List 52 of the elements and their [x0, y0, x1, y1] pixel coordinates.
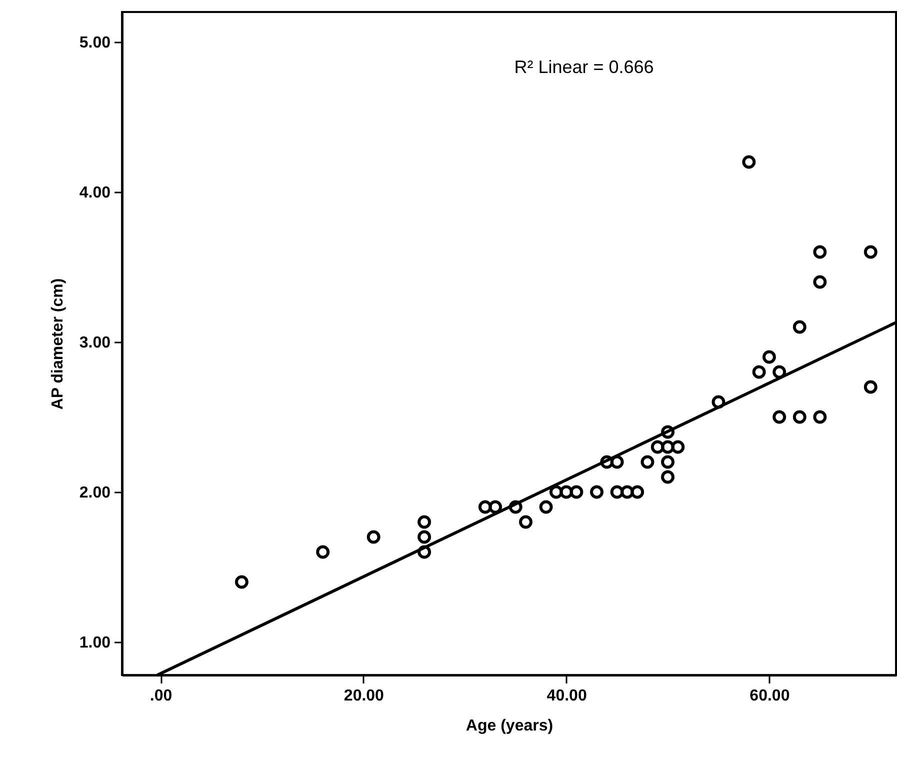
point: [813, 245, 827, 259]
point: [418, 515, 432, 529]
point: [742, 155, 756, 169]
point: [772, 410, 786, 424]
point: [488, 500, 502, 514]
x-tick-label: 40.00: [546, 688, 587, 704]
point: [661, 455, 674, 469]
point: [752, 365, 766, 379]
y-tick-label: 1.00: [79, 634, 111, 652]
point: [640, 455, 654, 469]
y-tick-label: 2.00: [79, 484, 111, 502]
x-axis-title: Age (years): [466, 718, 554, 734]
point: [508, 500, 522, 514]
point: [864, 380, 878, 394]
point: [792, 410, 806, 424]
point: [610, 485, 624, 499]
point: [570, 485, 584, 499]
point: [772, 365, 786, 379]
annotation: R² Linear = 0.666: [514, 57, 654, 77]
point: [661, 470, 674, 484]
point: [813, 275, 827, 289]
point: [234, 575, 248, 589]
point: [366, 530, 380, 544]
y-tick-label: 3.00: [79, 334, 111, 352]
point: [418, 545, 432, 559]
point: [792, 320, 806, 334]
point: [418, 530, 432, 544]
point: [864, 245, 878, 259]
point: [712, 395, 726, 409]
x-tick-label: 20.00: [344, 688, 384, 704]
point: [620, 485, 634, 499]
point: [600, 455, 614, 469]
point: [661, 440, 674, 454]
point: [316, 545, 330, 559]
point: [762, 350, 776, 364]
y-axis-title: AP diameter (cm): [49, 278, 66, 410]
point: [539, 500, 553, 514]
point: [478, 500, 492, 514]
x-tick-label: .00: [150, 688, 172, 704]
point: [549, 485, 563, 499]
x-tick-label: 60.00: [750, 688, 790, 704]
y-tick-label: 5.00: [79, 34, 111, 52]
point: [630, 485, 644, 499]
point: [560, 485, 574, 499]
point: [671, 440, 685, 454]
point: [650, 440, 664, 454]
point: [610, 455, 624, 469]
point: [813, 410, 827, 424]
point: [518, 515, 532, 529]
point: [661, 425, 674, 439]
y-tick-label: 4.00: [79, 184, 111, 202]
point: [590, 485, 604, 499]
